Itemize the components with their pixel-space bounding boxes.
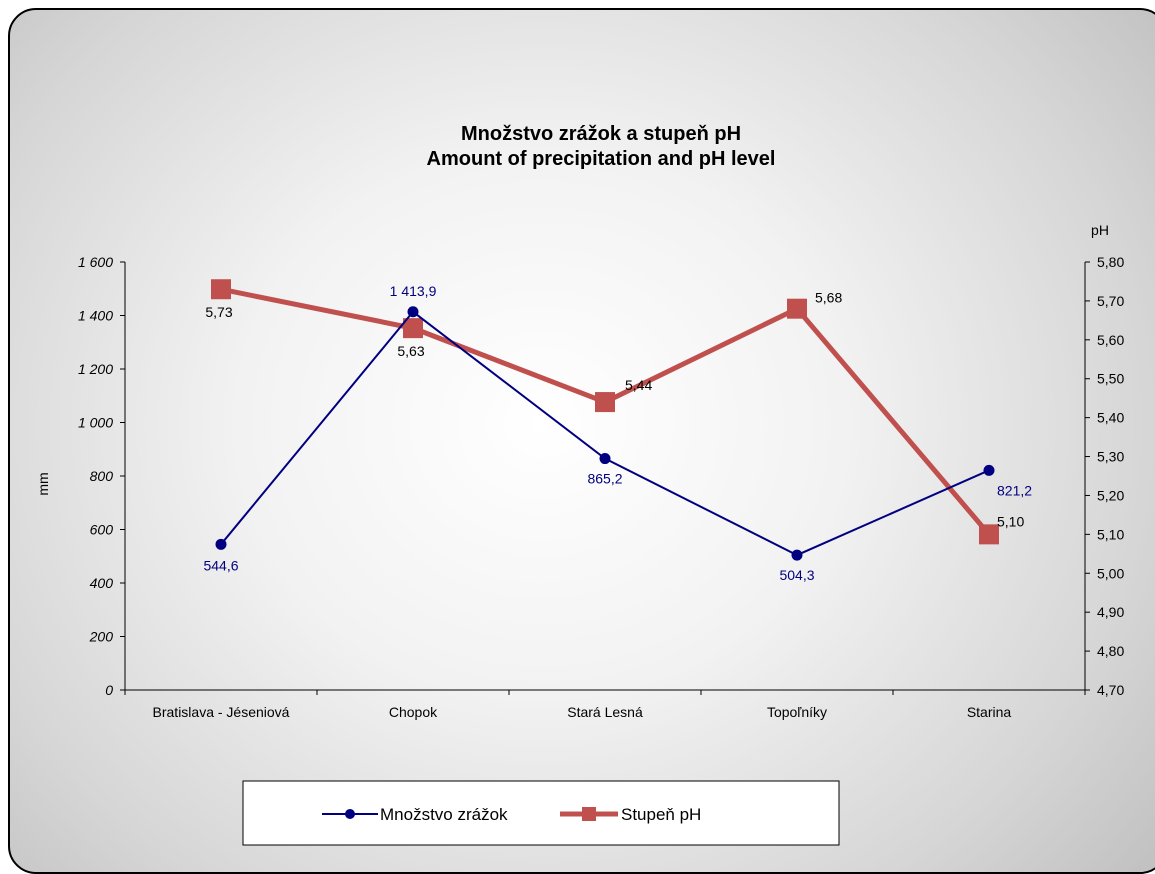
ph-point-marker	[211, 279, 231, 300]
precip-data-label: 544,6	[203, 557, 238, 573]
y-left-tick-label: 1 400	[78, 308, 113, 324]
y-left-tick-label: 1 000	[78, 415, 113, 431]
precip-point-marker	[599, 453, 611, 465]
chart-frame: Množstvo zrážok a stupeň pH Amount of pr…	[8, 8, 1155, 874]
y-right-tick-label: 5,50	[1097, 371, 1124, 387]
legend-precip-label: Množstvo zrážok	[380, 805, 508, 824]
x-category-label: Stará Lesná	[567, 704, 643, 720]
x-category-label: Chopok	[389, 704, 438, 720]
y-right-tick-label: 5,20	[1097, 487, 1124, 503]
ph-data-label: 5,10	[997, 513, 1024, 529]
y-right-axis-label: pH	[1091, 222, 1109, 238]
ph-point-marker	[787, 298, 807, 319]
precip-point-marker	[215, 538, 227, 550]
y-left-axis-label: mm	[35, 472, 51, 495]
ph-point-marker	[595, 392, 615, 413]
y-right-tick-label: 4,80	[1097, 643, 1124, 659]
y-right-tick-label: 4,90	[1097, 604, 1124, 620]
y-left-tick-label: 800	[90, 468, 114, 484]
y-right-tick-label: 5,80	[1097, 254, 1124, 270]
y-right-tick-label: 4,70	[1097, 682, 1124, 698]
legend: Množstvo zrážok Stupeň pH	[242, 780, 840, 846]
x-category-label: Topoľníky	[767, 704, 827, 720]
precip-point-marker	[407, 306, 419, 318]
ph-data-label: 5,63	[397, 343, 424, 359]
legend-precip-marker	[345, 809, 355, 819]
x-category-label: Bratislava - Jéseniová	[153, 704, 290, 720]
y-right-tick-label: 5,40	[1097, 410, 1124, 426]
series-lines	[211, 279, 999, 561]
y-left-tick-label: 200	[89, 629, 114, 645]
y-right-tick-label: 5,60	[1097, 332, 1124, 348]
axes: 0 200 400 600 800 1 000 1 200 1 400 1 600 4,70 4,8…	[78, 254, 1125, 720]
y-left-tick-label: 400	[90, 575, 114, 591]
ph-point-marker	[979, 524, 999, 545]
legend-ph-marker	[582, 807, 596, 821]
precip-series-line	[220, 310, 990, 557]
y-left-tick-label: 1 600	[78, 254, 113, 270]
y-right-tick-label: 5,30	[1097, 449, 1124, 465]
y-left-tick-label: 0	[105, 682, 113, 698]
ph-point-marker	[403, 318, 423, 339]
precip-data-label: 504,3	[779, 567, 814, 583]
legend-ph-label: Stupeň pH	[621, 805, 701, 824]
x-category-label: Starina	[967, 704, 1012, 720]
precip-point-marker	[983, 464, 995, 476]
y-right-tick-label: 5,10	[1097, 526, 1124, 542]
precip-point-marker	[791, 549, 803, 561]
precip-data-label: 1 413,9	[390, 283, 437, 299]
y-left-tick-label: 1 200	[78, 361, 113, 377]
precip-data-label: 821,2	[997, 482, 1032, 498]
chart-title: Množstvo zrážok a stupeň pH	[461, 123, 741, 145]
y-right-tick-label: 5,70	[1097, 293, 1124, 309]
data-labels: 544,6 1 413,9 865,2 504,3 821,2 5,73 5,63 5,44 5…	[203, 283, 1032, 583]
ph-data-label: 5,73	[205, 304, 232, 320]
ph-data-label: 5,44	[625, 377, 652, 393]
y-right-tick-label: 5,00	[1097, 565, 1124, 581]
chart-subtitle: Amount of precipitation and pH level	[427, 148, 776, 170]
y-left-tick-label: 600	[90, 522, 114, 538]
chart-svg: Množstvo zrážok a stupeň pH Amount of pr…	[35, 123, 1125, 846]
precip-data-label: 865,2	[587, 471, 622, 487]
ph-data-label: 5,68	[815, 290, 842, 306]
